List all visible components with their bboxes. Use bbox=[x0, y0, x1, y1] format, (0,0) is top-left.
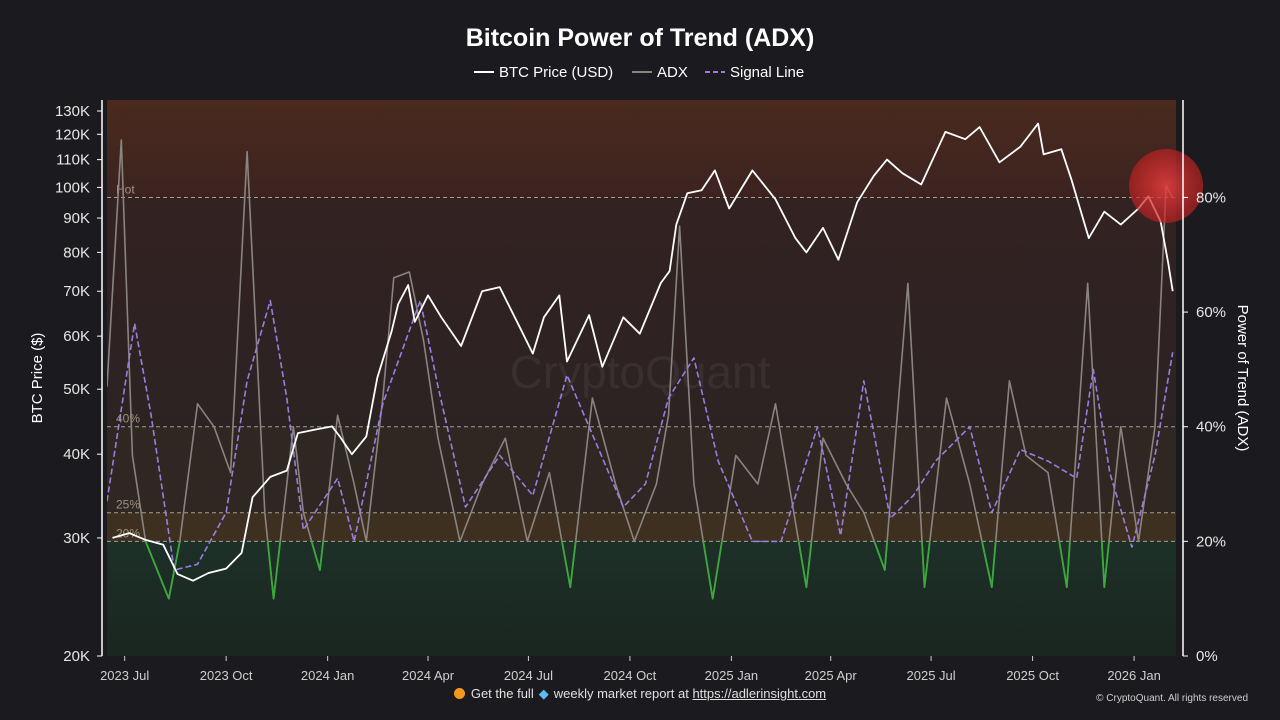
footer-text-after: weekly market report at bbox=[553, 686, 689, 701]
left-tick-label-0: 130K bbox=[55, 103, 90, 120]
signal-series bbox=[107, 299, 1174, 571]
adx-series bbox=[107, 139, 1174, 600]
right-tick-label-1: 60% bbox=[1196, 304, 1226, 321]
legend-label-adx: ADX bbox=[657, 64, 688, 81]
left-tick-label-11: 20K bbox=[63, 648, 90, 665]
footer: Get the full ◆ weekly market report at htt… bbox=[0, 686, 1280, 702]
right-tick-label-3: 20% bbox=[1196, 533, 1226, 550]
adx-low-segment-0 bbox=[144, 541, 181, 600]
legend: BTC Price (USD) ADX Signal Line bbox=[474, 64, 804, 81]
left-tick-label-10: 30K bbox=[63, 530, 90, 547]
chart-title: Bitcoin Power of Trend (ADX) bbox=[466, 24, 815, 52]
zone-hot-band bbox=[107, 100, 1176, 198]
left-tick-label-1: 120K bbox=[55, 126, 90, 143]
legend-item-price[interactable]: BTC Price (USD) bbox=[474, 64, 613, 81]
left-tick-label-9: 40K bbox=[63, 446, 90, 463]
left-tick-label-3: 100K bbox=[55, 179, 90, 196]
legend-label-signal: Signal Line bbox=[730, 64, 804, 81]
x-tick-label-4: 2024 Jul bbox=[504, 668, 553, 683]
watermark: CryptoQuant bbox=[510, 346, 771, 398]
adx-low-segment-14 bbox=[1100, 541, 1110, 589]
left-axis-ticks: 130K 120K 110K 100K 90K 80K 70K 60K 50K 40K 30K 20K bbox=[55, 103, 102, 665]
adx-low-segment-11 bbox=[921, 541, 931, 589]
signal-line bbox=[107, 299, 1174, 571]
right-tick-label-4: 0% bbox=[1196, 648, 1218, 665]
x-tick-label-7: 2025 Apr bbox=[805, 668, 858, 683]
x-tick-label-5: 2024 Oct bbox=[604, 668, 657, 683]
adx-low-segment-2 bbox=[310, 541, 325, 571]
sun-icon bbox=[453, 688, 465, 699]
adx-line bbox=[107, 139, 1174, 600]
footer-text-before: Get the full bbox=[470, 686, 534, 701]
adx-low-segment-9 bbox=[797, 541, 813, 589]
chart: Bitcoin Power of Trend (ADX) BTC Price (… bbox=[29, 24, 1251, 683]
report-link[interactable]: https://adlerinsight.com bbox=[692, 686, 827, 701]
left-tick-label-7: 60K bbox=[63, 328, 90, 345]
x-tick-label-1: 2023 Oct bbox=[200, 668, 253, 683]
price-series bbox=[112, 122, 1174, 582]
zone-label-1: 40% bbox=[116, 412, 140, 426]
x-tick-label-2: 2024 Jan bbox=[301, 668, 355, 683]
left-tick-label-6: 70K bbox=[63, 283, 90, 300]
price-line bbox=[112, 122, 1174, 582]
legend-label-price: BTC Price (USD) bbox=[499, 64, 613, 81]
zone-warm-band bbox=[107, 197, 1176, 427]
zone-no-trend-band bbox=[107, 541, 1176, 656]
zone-moderate-band bbox=[107, 426, 1176, 513]
x-tick-label-10: 2026 Jan bbox=[1107, 668, 1161, 683]
adx-low-segment-1 bbox=[266, 541, 282, 600]
copyright: © CryptoQuant. All rights reserved bbox=[1096, 693, 1248, 704]
left-tick-label-4: 90K bbox=[63, 210, 90, 227]
y-axis-left-title: BTC Price ($) bbox=[29, 333, 46, 424]
zone-label-2: 25% bbox=[116, 498, 140, 512]
legend-item-signal[interactable]: Signal Line bbox=[705, 64, 804, 81]
right-axis-ticks: 80% 60% 40% 20% 0% bbox=[1183, 189, 1226, 665]
y-axis-right-title: Power of Trend (ADX) bbox=[1234, 305, 1251, 452]
x-tick-label-8: 2025 Jul bbox=[907, 668, 956, 683]
adx-low-segment-12 bbox=[981, 541, 997, 589]
x-axis-ticks: 2023 Jul 2023 Oct 2024 Jan 2024 Apr 2024 Jul… bbox=[100, 656, 1161, 683]
right-tick-label-2: 40% bbox=[1196, 419, 1226, 436]
x-tick-label-3: 2024 Apr bbox=[402, 668, 455, 683]
left-tick-label-2: 110K bbox=[56, 152, 90, 169]
adx-low-segment-6 bbox=[561, 541, 577, 589]
x-tick-label-9: 2025 Oct bbox=[1006, 668, 1059, 683]
highlight-circle bbox=[1129, 149, 1204, 223]
adx-low-segment-13 bbox=[1058, 541, 1071, 589]
adx-low-segment-8 bbox=[702, 541, 723, 600]
x-tick-label-0: 2023 Jul bbox=[100, 668, 149, 683]
left-tick-label-8: 50K bbox=[63, 381, 90, 398]
x-tick-label-6: 2025 Jan bbox=[705, 668, 759, 683]
zone-label-0: Hot bbox=[116, 182, 135, 196]
right-tick-label-0: 80% bbox=[1196, 189, 1226, 206]
legend-item-adx[interactable]: ADX bbox=[632, 64, 688, 81]
adx-low-segment-10 bbox=[873, 541, 888, 571]
gem-icon: ◆ bbox=[538, 686, 549, 701]
left-tick-label-5: 80K bbox=[63, 244, 90, 261]
